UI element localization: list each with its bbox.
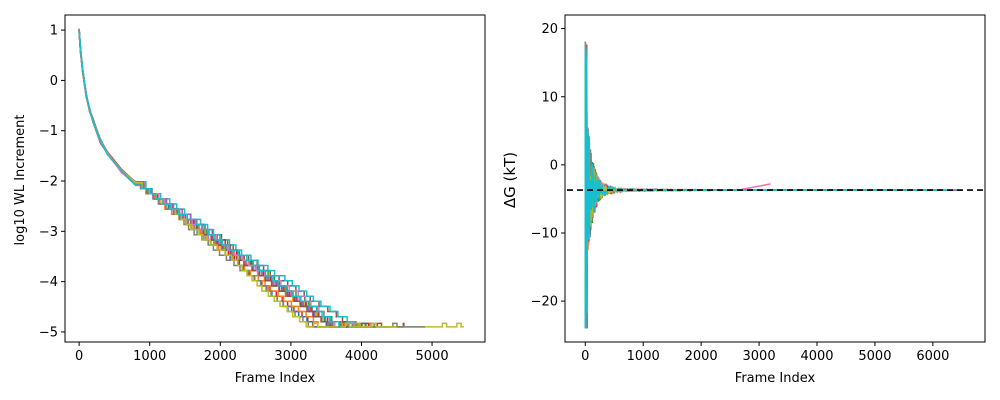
wl-series-line: [78, 31, 383, 328]
wl-series-line: [78, 28, 355, 328]
wl-series-line: [78, 29, 373, 328]
y-axis-ticks: −5 −4 −3 −2 −1 0 1: [39, 24, 65, 340]
y-tick-label: −20: [531, 295, 558, 310]
x-tick-label: 3000: [274, 349, 307, 364]
delta-g-series-line: [584, 44, 945, 329]
wl-series-line: [78, 28, 348, 328]
y-tick-label: −2: [39, 175, 58, 190]
wl-series-line: [78, 30, 390, 328]
wl-series-line: [78, 30, 342, 328]
x-tick-label: 0: [75, 349, 83, 364]
delta-g-chart: 0 1000 2000 3000 4000 5000 6000 −20 −10 0 10 20 Fr…: [501, 14, 986, 386]
delta-g-series-group: [584, 41, 962, 329]
x-tick-label: 4000: [345, 349, 378, 364]
y-axis-ticks: −20 −10 0 10 20: [531, 22, 565, 310]
delta-g-series-line: [584, 44, 951, 329]
wl-series-line: [78, 30, 376, 328]
delta-g-series-line: [584, 41, 962, 329]
delta-g-series-line: [584, 42, 956, 329]
y-tick-label: 20: [541, 22, 558, 37]
y-tick-label: −3: [39, 225, 58, 240]
x-axis-label: Frame Index: [735, 371, 816, 386]
y-tick-label: −10: [531, 227, 558, 242]
x-axis-ticks: 0 1000 2000 3000 4000 5000 6000: [581, 342, 949, 364]
x-tick-label: 1000: [627, 349, 660, 364]
wl-series-line: [78, 29, 341, 328]
wl-series-line: [78, 28, 365, 328]
y-tick-label: −5: [39, 325, 58, 340]
y-axis-label: log10 WL Increment: [13, 115, 28, 246]
x-tick-label: 2000: [685, 349, 718, 364]
plot-frame: [64, 14, 486, 343]
delta-g-series-line: [584, 43, 922, 329]
wl-series-line: [78, 29, 370, 328]
x-tick-label: 5000: [858, 349, 891, 364]
wl-series-line: [78, 30, 362, 328]
delta-g-series-line: [584, 43, 910, 329]
wl-series-line: [78, 29, 376, 328]
x-tick-label: 6000: [916, 349, 949, 364]
x-tick-label: 3000: [743, 349, 776, 364]
x-tick-label: 2000: [204, 349, 237, 364]
wl-series-line: [78, 30, 359, 328]
delta-g-series-line: [584, 41, 771, 329]
wl-series-line: [78, 29, 334, 328]
y-tick-label: −1: [39, 124, 58, 139]
y-axis-label: ΔG (kT): [501, 152, 519, 208]
x-tick-label: 5000: [416, 349, 449, 364]
x-tick-label: 4000: [800, 349, 833, 364]
y-tick-label: 0: [50, 74, 58, 89]
y-tick-label: 0: [550, 158, 558, 173]
wl-series-line: [78, 31, 397, 328]
x-tick-label: 0: [581, 349, 589, 364]
plot-frame: [564, 14, 986, 343]
wl-series-line: [78, 31, 344, 328]
wl-increment-chart: 0 1000 2000 3000 4000 5000 −5 −4 −3 −2 −1 0 1 Frame…: [13, 14, 486, 386]
wl-series-group: [78, 28, 464, 328]
wl-series-line: [78, 32, 425, 328]
y-tick-label: 1: [50, 24, 58, 39]
x-axis-ticks: 0 1000 2000 3000 4000 5000: [75, 342, 449, 364]
x-axis-label: Frame Index: [235, 371, 316, 386]
y-tick-label: −4: [39, 275, 58, 290]
wl-series-line: [78, 28, 351, 328]
x-tick-label: 1000: [133, 349, 166, 364]
y-tick-label: 10: [541, 90, 558, 105]
